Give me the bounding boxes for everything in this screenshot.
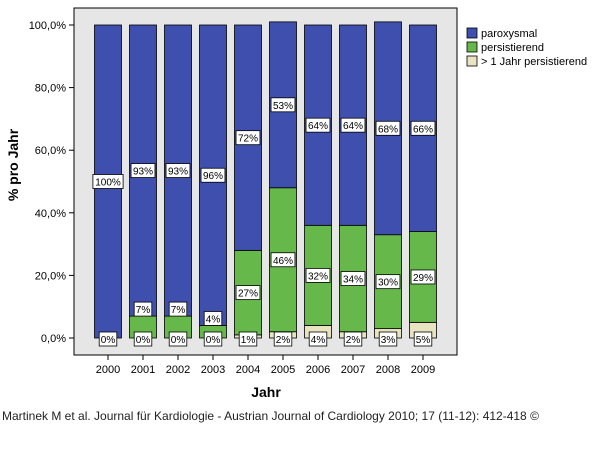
- data-label: 96%: [203, 171, 223, 182]
- data-label: 3%: [381, 335, 396, 346]
- data-label-box: [340, 271, 366, 286]
- y-tick-label: 0,0%: [41, 333, 66, 345]
- x-tick-label: 2002: [166, 364, 190, 376]
- data-label-box: [235, 130, 261, 146]
- data-label-box: [130, 163, 156, 178]
- data-label: 1%: [241, 335, 256, 346]
- stacked-bar-chart: 0% 100% 0% 7% 93% 0% 7% 93% 0% 4% 96% 1% 27% 72% 2% 46%…: [5, 7, 588, 400]
- data-label: 72%: [238, 134, 258, 145]
- data-label-box: [410, 269, 436, 285]
- data-label: 0%: [136, 335, 151, 346]
- data-label: 53%: [273, 101, 293, 112]
- x-tick-label: 2007: [341, 364, 365, 376]
- data-label: 0%: [101, 335, 116, 346]
- data-label-box: [343, 331, 363, 347]
- y-tick-label: 20,0%: [35, 270, 66, 282]
- y-tick-label: 40,0%: [35, 208, 66, 220]
- data-label: 0%: [171, 335, 186, 346]
- data-label-box: [238, 331, 258, 347]
- data-label: 66%: [413, 124, 433, 135]
- data-label-box: [305, 267, 331, 283]
- x-tick-label: 2000: [96, 364, 120, 376]
- data-label-box: [308, 331, 328, 347]
- data-label: 93%: [133, 167, 153, 178]
- data-label-box: [378, 331, 398, 347]
- legend-label: > 1 Jahr persistierend: [481, 56, 587, 68]
- legend-swatch: [466, 41, 478, 53]
- data-label: 0%: [206, 335, 221, 346]
- data-label-box: [413, 331, 433, 347]
- data-label-box: [340, 117, 366, 133]
- data-label-box: [305, 117, 331, 133]
- y-tick-label: 100,0%: [29, 20, 67, 32]
- data-label: 7%: [171, 305, 186, 316]
- data-label: 4%: [311, 335, 326, 346]
- data-label: 64%: [343, 121, 363, 132]
- data-label: 27%: [238, 289, 258, 300]
- x-tick-label: 2008: [376, 364, 400, 376]
- data-label: 93%: [168, 167, 188, 178]
- data-label: 68%: [378, 124, 398, 135]
- data-label: 4%: [206, 314, 221, 325]
- data-label-box: [410, 120, 436, 136]
- data-label-box: [270, 252, 296, 268]
- y-axis: 0,0% 20,0% 40,0% 60,0% 80,0% 100,0%: [29, 20, 74, 345]
- x-tick-label: 2006: [306, 364, 330, 376]
- data-label-box: [235, 285, 261, 301]
- data-label: 64%: [308, 121, 328, 132]
- data-label: 32%: [308, 271, 328, 282]
- data-label: 30%: [378, 278, 398, 289]
- data-label: 100%: [95, 178, 121, 189]
- legend-label: persistierend: [481, 42, 544, 54]
- data-label-box: [168, 301, 188, 317]
- data-label: 2%: [346, 335, 361, 346]
- data-label: 29%: [413, 273, 433, 284]
- data-label-box: [200, 167, 226, 183]
- data-label-box: [203, 311, 223, 326]
- x-tick-label: 2004: [236, 364, 260, 376]
- x-tick-label: 2009: [411, 364, 435, 376]
- x-tick-label: 2005: [271, 364, 295, 376]
- y-axis-title: % pro Jahr: [5, 128, 21, 201]
- data-label: 2%: [276, 335, 291, 346]
- x-axis: 2000 2001 2002 2003 2004 2005 2006 2007 2008 2009: [96, 355, 435, 376]
- y-tick-label: 60,0%: [35, 145, 66, 157]
- data-label-box: [203, 331, 223, 347]
- data-label: 46%: [273, 256, 293, 267]
- legend-swatch: [466, 55, 478, 67]
- data-label-box: [273, 331, 293, 347]
- y-tick-label: 80,0%: [35, 83, 66, 95]
- x-tick-label: 2003: [201, 364, 225, 376]
- data-label-box: [165, 163, 191, 178]
- legend-swatch: [466, 27, 478, 39]
- data-label-box: [270, 97, 296, 113]
- data-label-box: [92, 174, 124, 189]
- data-label: 34%: [343, 275, 363, 286]
- data-label-box: [168, 331, 188, 347]
- data-label-box: [133, 331, 153, 347]
- legend: paroxysmal persistierend > 1 Jahr persisti…: [466, 27, 587, 68]
- citation-caption: Martinek M et al. Journal für Kardiologi…: [2, 409, 539, 423]
- data-label-box: [375, 274, 401, 290]
- data-label: 7%: [136, 305, 151, 316]
- data-label-group: 0% 100% 0% 7% 93% 0% 7% 93% 0% 4% 96% 1% 27% 72% 2% 46%…: [92, 97, 436, 347]
- data-label-box: [375, 120, 401, 136]
- data-label-box: [98, 331, 118, 347]
- data-label: 5%: [416, 335, 431, 346]
- x-axis-title: Jahr: [251, 384, 281, 400]
- legend-label: paroxysmal: [481, 28, 537, 40]
- x-tick-label: 2001: [131, 364, 155, 376]
- data-label-box: [133, 301, 153, 317]
